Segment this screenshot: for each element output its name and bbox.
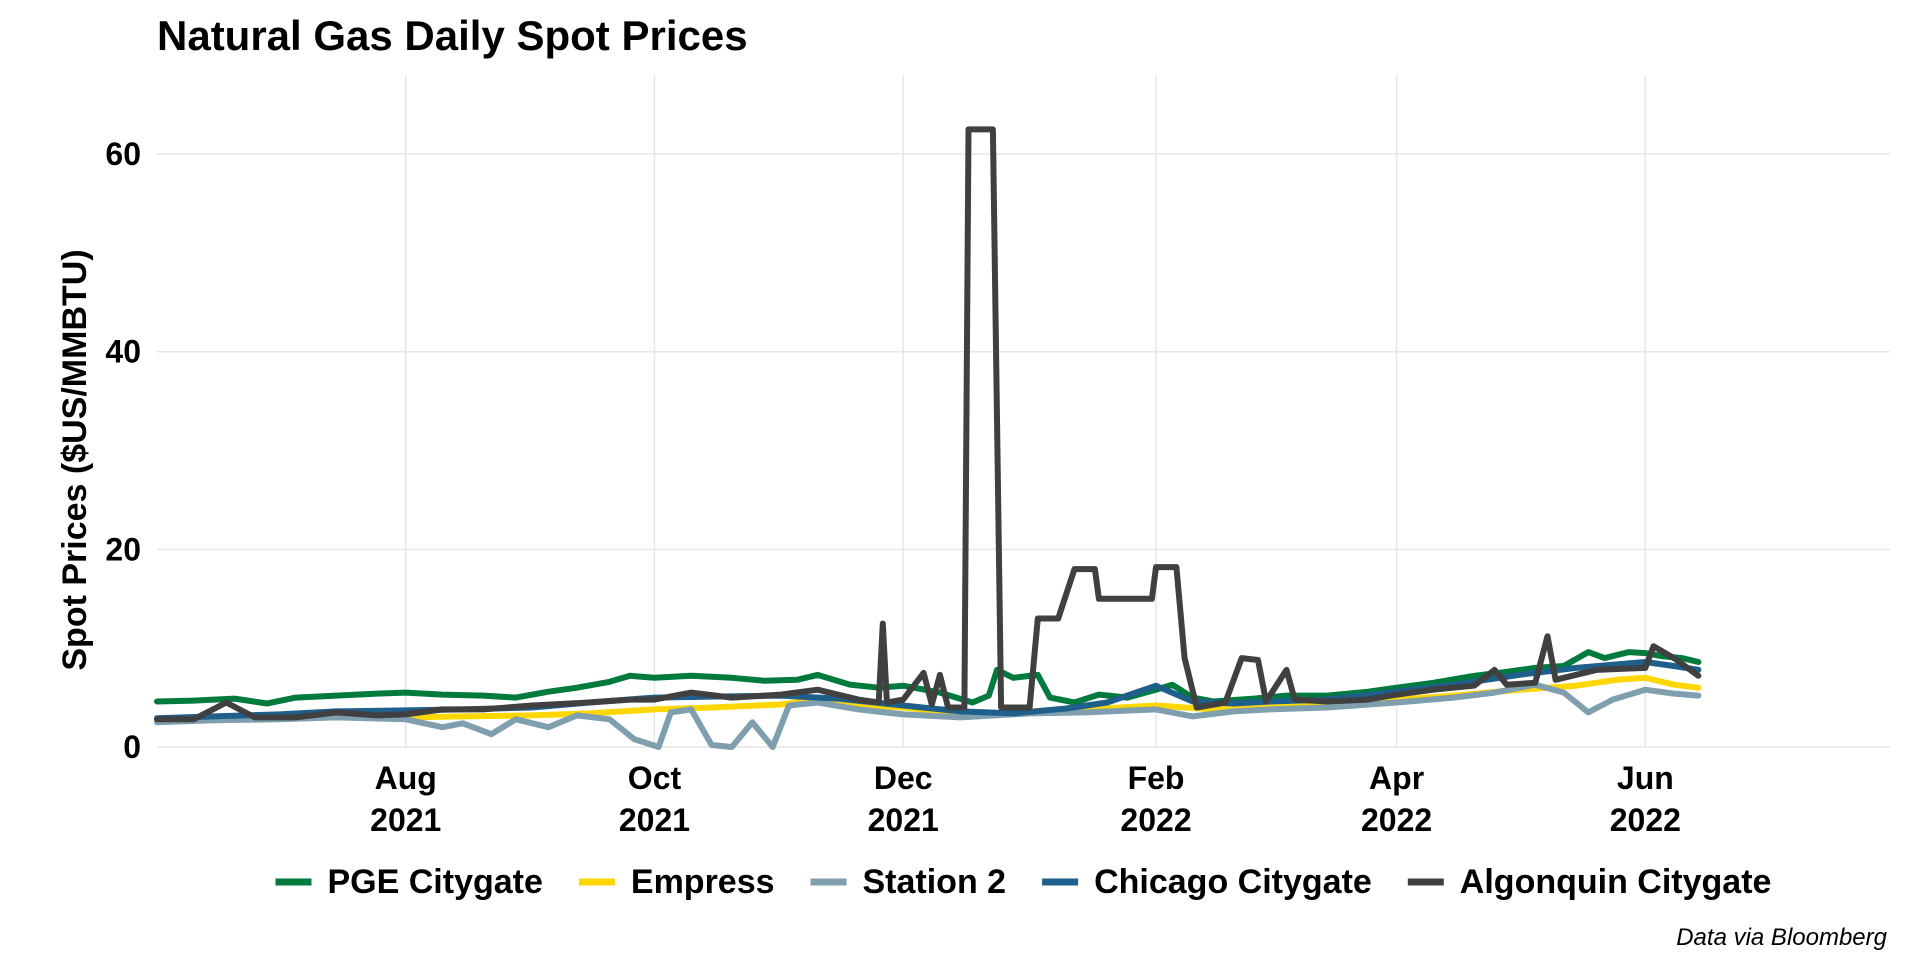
y-tick-label: 40	[105, 334, 141, 370]
x-tick-month: Aug	[375, 760, 437, 796]
legend-label: Chicago Citygate	[1094, 863, 1372, 901]
series-lines	[154, 126, 1702, 750]
legend-item: PGE Citygate	[275, 863, 543, 901]
x-tick-year: 2021	[619, 802, 690, 838]
legend-item: Empress	[578, 863, 775, 901]
y-tick-label: 0	[123, 729, 141, 765]
x-tick-month: Apr	[1369, 760, 1424, 796]
x-tick-month: Feb	[1128, 760, 1185, 796]
x-tick-month: Oct	[628, 760, 682, 796]
chart-title: Natural Gas Daily Spot Prices	[157, 12, 748, 59]
y-tick-label: 60	[105, 136, 141, 172]
x-axis-ticks: Aug 2021 Oct 2021 Dec 2021 Feb 2022 Apr 2022 Jun 20…	[370, 760, 1681, 838]
legend-label: Empress	[631, 863, 775, 901]
y-axis-ticks: 0 20 40 60	[105, 136, 141, 765]
legend-label: Station 2	[863, 863, 1007, 901]
x-tick-year: 2021	[370, 802, 441, 838]
legend-item: Algonquin Citygate	[1407, 863, 1772, 901]
x-tick-year: 2022	[1610, 802, 1681, 838]
x-tick-year: 2021	[868, 802, 939, 838]
legend-item: Station 2	[810, 863, 1007, 901]
series-line-5	[154, 126, 1702, 723]
x-tick-year: 2022	[1120, 802, 1191, 838]
legend: PGE Citygate Empress Station 2 Chicago City…	[275, 863, 1772, 901]
series-line-3	[154, 681, 1702, 750]
grid	[157, 75, 1890, 748]
x-tick-year: 2022	[1361, 802, 1432, 838]
series-line-1	[154, 649, 1702, 707]
y-axis-label: Spot Prices ($US/MMBTU)	[56, 249, 94, 670]
data-source-caption: Data via Bloomberg	[1676, 924, 1887, 951]
x-tick-month: Dec	[874, 760, 933, 796]
legend-label: PGE Citygate	[328, 863, 543, 901]
legend-label: Algonquin Citygate	[1460, 863, 1772, 901]
y-tick-label: 20	[105, 531, 141, 567]
legend-item: Chicago Citygate	[1042, 863, 1372, 901]
x-tick-month: Jun	[1617, 760, 1674, 796]
